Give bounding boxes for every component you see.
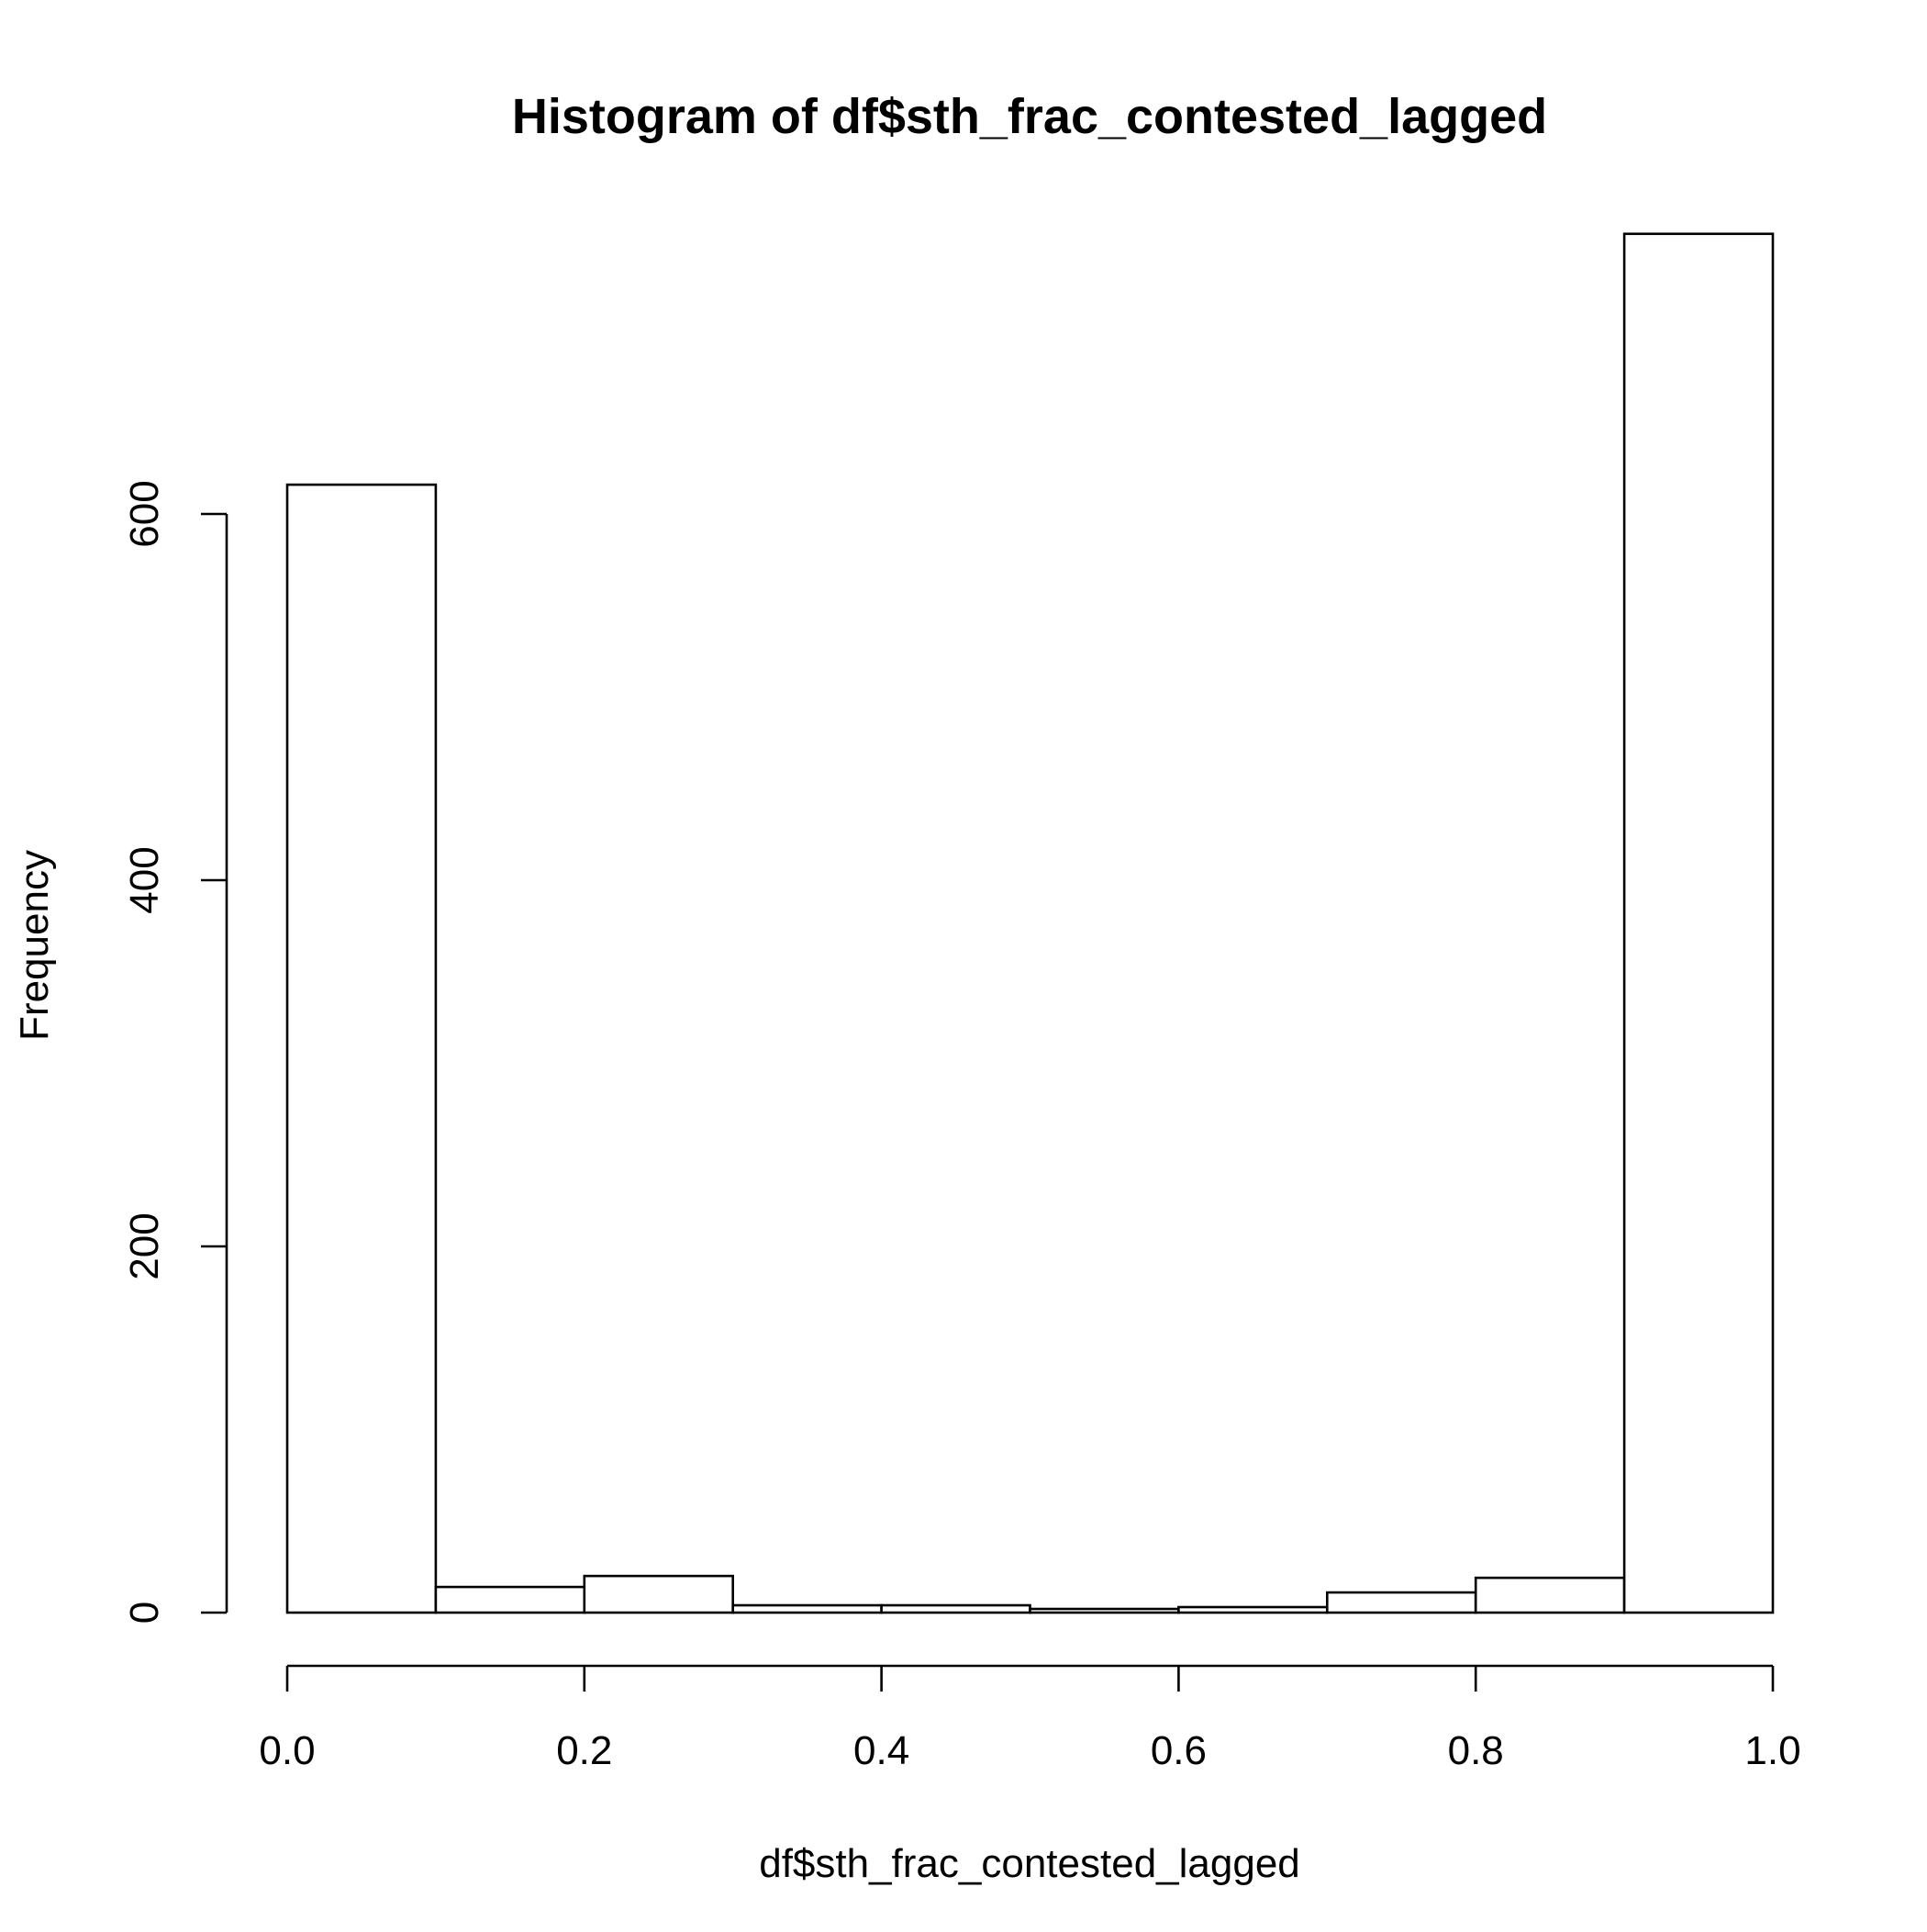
chart-title: Histogram of df$sth_frac_contested_lagge… [512, 89, 1547, 144]
x-axis: 0.0 0.2 0.4 0.6 0.8 1.0 [259, 1664, 1801, 1773]
y-tick-label: 400 [122, 846, 167, 913]
histogram-bar [1029, 1607, 1180, 1614]
y-tick-label: 200 [122, 1212, 167, 1279]
histogram-bar [1622, 232, 1775, 1614]
histogram-bar [434, 1585, 586, 1614]
y-tick-label: 600 [122, 480, 167, 547]
histogram-bar [731, 1603, 883, 1614]
x-tick-label: 0.4 [853, 1728, 909, 1773]
y-axis-label: Frequency [12, 850, 57, 1041]
x-tick-label: 0.2 [556, 1728, 612, 1773]
y-tick-label: 0 [122, 1602, 167, 1624]
histogram-bar [880, 1603, 1031, 1614]
histogram-bar [285, 483, 438, 1614]
histogram-bar [583, 1574, 734, 1614]
histogram-bar [1474, 1576, 1626, 1614]
x-tick-label: 0.0 [259, 1728, 315, 1773]
histogram-bar [1326, 1591, 1477, 1614]
x-tick-label: 1.0 [1744, 1728, 1800, 1773]
y-axis: 0 200 400 600 [122, 480, 228, 1624]
bars-group [285, 232, 1775, 1614]
x-tick-label: 0.6 [1151, 1728, 1207, 1773]
x-tick-label: 0.8 [1448, 1728, 1504, 1773]
histogram-bar [1177, 1605, 1329, 1614]
x-axis-label: df$sth_frac_contested_lagged [759, 1841, 1300, 1886]
